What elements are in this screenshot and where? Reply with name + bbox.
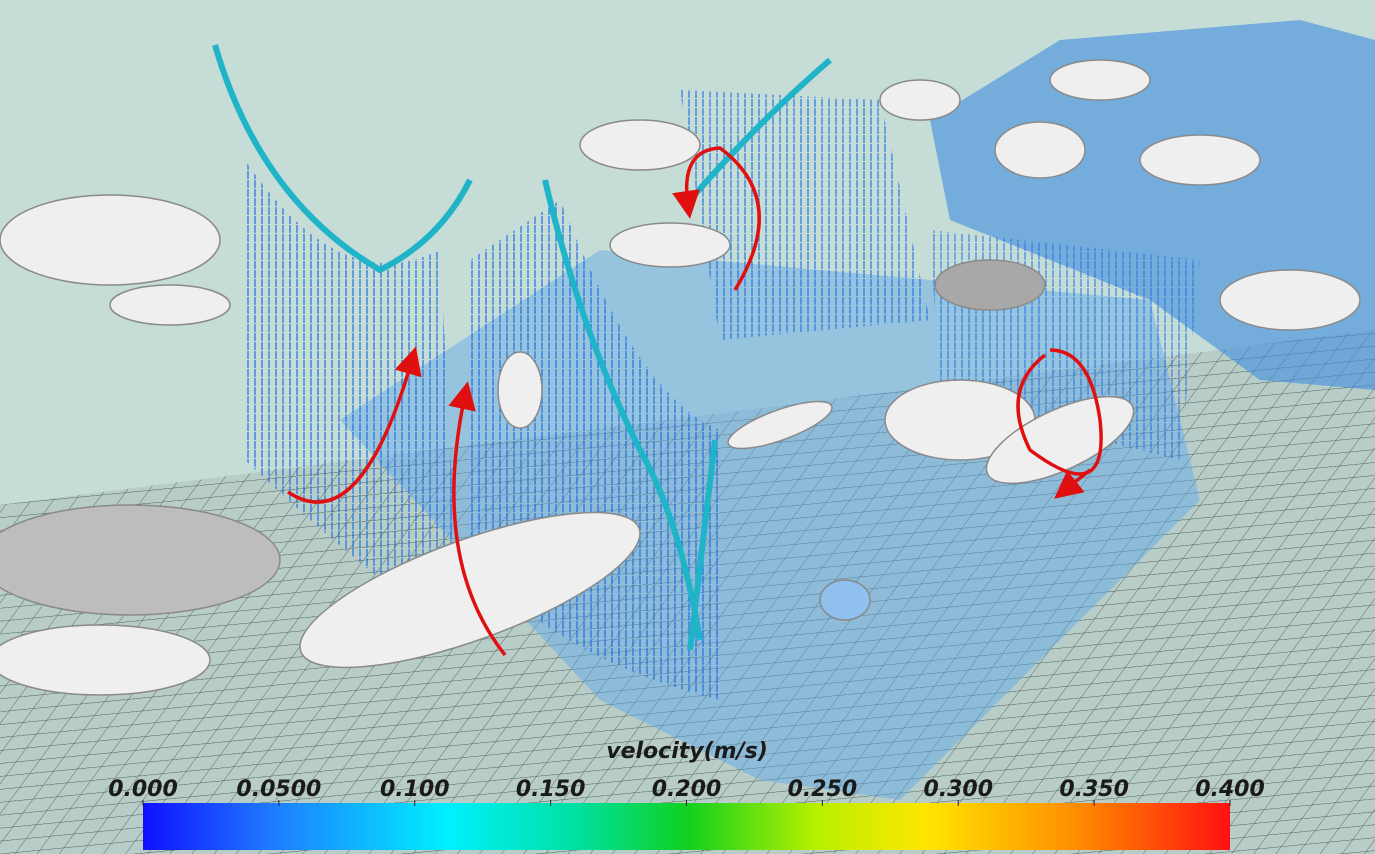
blob	[110, 285, 230, 325]
page: {"colorbar": {"title": "velocity(m/s)", …	[0, 0, 1375, 854]
colorbar-tick-label: 0.150	[516, 777, 586, 802]
colorbar-tick-label: 0.400	[1195, 777, 1265, 802]
blob	[498, 352, 542, 428]
colorbar	[143, 803, 1230, 850]
blob	[935, 260, 1045, 310]
colorbar-title: velocity(m/s)	[606, 739, 768, 764]
visualization: velocity(m/s) 0.000 0.0500 0.100 0.150 0.200…	[0, 0, 1375, 854]
blob	[580, 120, 700, 170]
colorbar-tick-label: 0.000	[108, 777, 178, 802]
colorbar-tick-label: 0.0500	[236, 777, 321, 802]
blob	[0, 505, 280, 615]
blob	[880, 80, 960, 120]
colorbar-tick-label: 0.200	[652, 777, 722, 802]
colorbar-tick-label: 0.300	[923, 777, 993, 802]
colorbar-tick-label: 0.350	[1059, 777, 1129, 802]
colorbar-tick-label: 0.100	[380, 777, 450, 802]
blob	[0, 195, 220, 285]
blob	[820, 580, 870, 620]
colorbar-tick-label: 0.250	[788, 777, 858, 802]
blob	[610, 223, 730, 267]
blob	[1050, 60, 1150, 100]
blob	[1140, 135, 1260, 185]
blob	[995, 122, 1085, 178]
blob	[1220, 270, 1360, 330]
blob	[0, 625, 210, 695]
